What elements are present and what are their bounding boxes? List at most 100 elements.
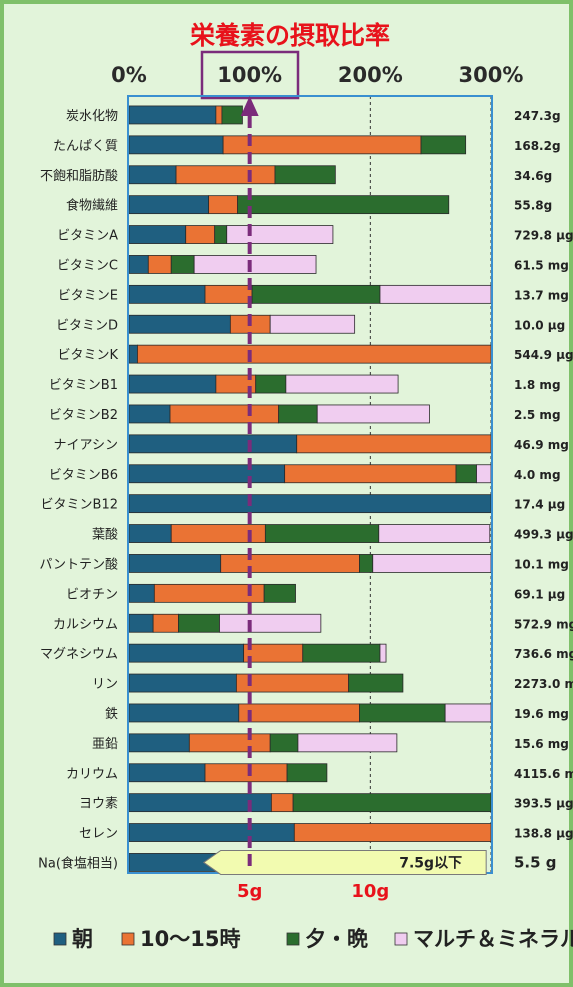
total-label: 499.3 μg: [514, 528, 573, 542]
total-label: 15.6 mg: [514, 737, 569, 751]
bar-segment: [128, 344, 138, 364]
bottom-marker-label: 5g: [237, 881, 262, 902]
bar-segment: [379, 284, 492, 304]
bar-segment: [204, 284, 253, 304]
category-label: ビタミンB2: [49, 408, 118, 423]
bar-segment: [316, 404, 430, 424]
bar-segment: [169, 404, 280, 424]
bar-segment: [243, 643, 304, 663]
category-label: マグネシウム: [40, 647, 118, 662]
legend-label: 夕・晩: [305, 927, 368, 951]
bar-segment: [128, 703, 240, 723]
bar-segment: [175, 165, 276, 185]
bar-segment: [128, 314, 231, 334]
bar-segment: [128, 464, 286, 484]
category-label: 葉酸: [92, 528, 118, 543]
bar-segment: [455, 464, 477, 484]
total-label: 46.9 mg: [514, 438, 569, 452]
bar-segment: [128, 554, 222, 573]
category-label: ビタミンB1: [49, 378, 118, 393]
sodium-limit-label: 7.5g以下: [399, 855, 462, 871]
bar-segment: [284, 464, 457, 484]
bar-segment: [220, 554, 360, 573]
bar-segment: [278, 404, 318, 424]
total-label: 393.5 μg: [514, 797, 573, 811]
bar-segment: [297, 733, 398, 753]
bar-segment: [128, 823, 295, 842]
legend-label: マルチ＆ミネラル: [413, 927, 573, 951]
category-label: ビタミンB6: [49, 468, 118, 483]
category-label: ビタミンB12: [41, 498, 118, 513]
bar-segment: [128, 494, 492, 514]
bar-segment: [185, 225, 216, 244]
bar-segment: [128, 165, 177, 185]
bar-segment: [193, 255, 317, 274]
bar-segment: [188, 733, 271, 753]
total-label: 729.8 μg: [514, 229, 573, 243]
bar-segment: [128, 733, 190, 753]
bar-segment: [128, 225, 187, 244]
x-tick-label: 300%: [459, 63, 524, 87]
category-label: 不飽和脂肪酸: [40, 168, 118, 184]
bar-segment: [222, 135, 422, 155]
bar-segment: [128, 673, 237, 693]
category-label: Na(食塩相当): [38, 855, 118, 871]
bar-segment: [147, 255, 172, 274]
bar-segment: [264, 524, 380, 543]
bar-segment: [128, 583, 155, 603]
category-label: 食物繊維: [66, 198, 118, 214]
x-tick-label: 200%: [338, 63, 403, 87]
bar-segment: [128, 524, 172, 543]
total-label: 5.5 g: [514, 853, 557, 871]
bar-segment: [348, 673, 404, 693]
bar-segment: [128, 434, 298, 454]
category-label: セレン: [79, 827, 118, 842]
bar-segment: [128, 105, 217, 125]
bar-segment: [128, 135, 224, 155]
bar-segment: [444, 703, 492, 723]
legend-label: 10〜15時: [140, 927, 240, 951]
legend-label: 朝: [72, 927, 93, 951]
legend-swatch: [121, 932, 135, 946]
category-label: ヨウ素: [79, 797, 118, 812]
bar-segment: [128, 374, 217, 394]
bar-segment: [226, 225, 334, 244]
bar-segment: [128, 284, 206, 304]
bar-segment: [285, 374, 399, 394]
total-label: 736.6 mg: [514, 647, 573, 661]
bar-segment: [379, 643, 387, 663]
bar-segment: [269, 733, 299, 753]
total-label: 1.8 mg: [514, 378, 561, 392]
total-label: 10.0 μg: [514, 318, 565, 332]
bar-segment: [270, 793, 294, 813]
bar-segment: [378, 524, 491, 543]
total-label: 138.8 μg: [514, 827, 573, 841]
bar-segment: [263, 583, 296, 603]
bar-segment: [269, 314, 356, 334]
category-label: ビタミンK: [57, 348, 118, 363]
bar-segment: [152, 613, 179, 633]
category-label: ビタミンA: [57, 229, 118, 244]
category-label: ビタミンC: [57, 258, 118, 273]
bar-segment: [292, 793, 492, 813]
sodium-limit-box: [202, 849, 487, 875]
x-tick-label: 100%: [217, 63, 282, 87]
bottom-marker-label: 10g: [351, 881, 389, 902]
legend-swatch: [286, 932, 300, 946]
category-label: パントテン酸: [39, 557, 118, 572]
bar-segment: [128, 763, 206, 783]
bar-segment: [204, 763, 288, 783]
category-label: リン: [92, 677, 118, 692]
bar-segment: [221, 105, 243, 125]
category-label: ナイアシン: [54, 438, 118, 453]
bar-segment: [178, 613, 220, 633]
bar-segment: [372, 554, 492, 573]
total-label: 55.8g: [514, 199, 552, 213]
bar-segment: [293, 823, 492, 842]
bar-segment: [214, 225, 228, 244]
total-label: 13.7 mg: [514, 288, 569, 302]
category-label: 炭水化物: [66, 109, 118, 124]
total-label: 2273.0 mg: [514, 677, 573, 691]
bar-segment: [476, 464, 492, 484]
total-label: 19.6 mg: [514, 707, 569, 721]
